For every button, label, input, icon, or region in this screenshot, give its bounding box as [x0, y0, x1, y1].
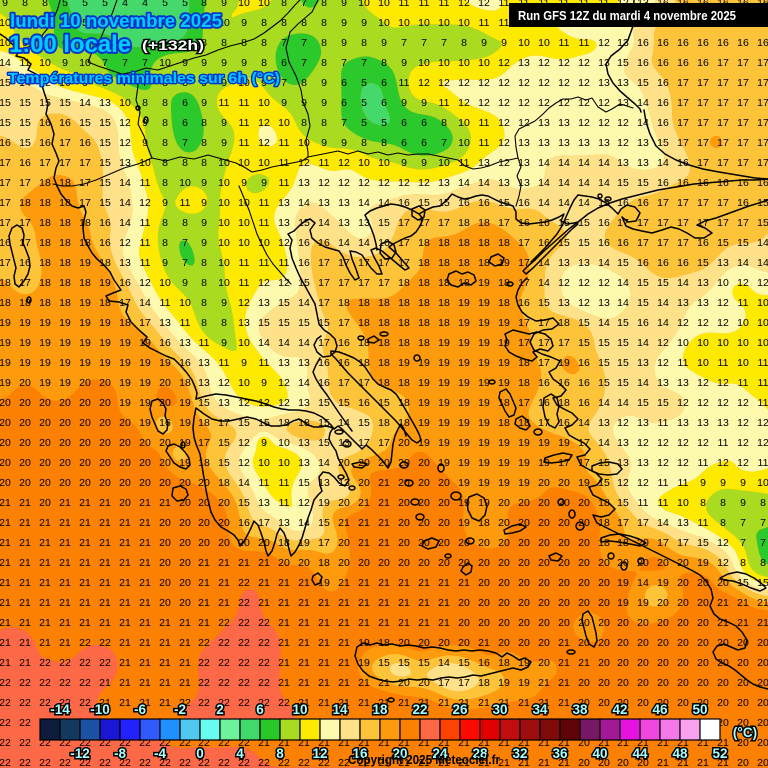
- svg-text:52: 52: [712, 746, 727, 761]
- svg-text:32: 32: [512, 746, 527, 761]
- svg-text:-8: -8: [114, 746, 126, 761]
- svg-text:36: 36: [552, 746, 568, 761]
- svg-text:38: 38: [572, 702, 588, 717]
- svg-text:-14: -14: [50, 702, 70, 717]
- svg-text:48: 48: [672, 746, 688, 761]
- svg-text:18: 18: [372, 702, 388, 717]
- svg-text:Copyright 2025 Meteociel.fr: Copyright 2025 Meteociel.fr: [348, 752, 500, 767]
- svg-text:40: 40: [592, 746, 607, 761]
- svg-text:24: 24: [432, 746, 448, 761]
- svg-text:Températures minimales sur 6h: Températures minimales sur 6h (°C): [8, 71, 280, 87]
- svg-text:6: 6: [256, 702, 264, 717]
- svg-text:Run GFS 12Z du mardi 4 novembr: Run GFS 12Z du mardi 4 novembre 2025: [518, 8, 736, 23]
- svg-text:14: 14: [332, 702, 348, 717]
- svg-text:lundi 10 novembre 2025: lundi 10 novembre 2025: [10, 10, 222, 31]
- svg-text:28: 28: [472, 746, 488, 761]
- svg-text:42: 42: [612, 702, 627, 717]
- svg-text:-12: -12: [70, 746, 90, 761]
- svg-text:10: 10: [292, 702, 307, 717]
- svg-text:4: 4: [236, 746, 244, 761]
- svg-text:30: 30: [492, 702, 507, 717]
- svg-text:8: 8: [276, 746, 284, 761]
- svg-text:(+132h): (+132h): [142, 38, 204, 53]
- svg-text:44: 44: [632, 746, 648, 761]
- svg-text:-2: -2: [174, 702, 186, 717]
- svg-text:16: 16: [352, 746, 368, 761]
- svg-text:1:00 locale: 1:00 locale: [9, 31, 131, 58]
- svg-text:26: 26: [452, 702, 468, 717]
- svg-text:-4: -4: [154, 746, 166, 761]
- svg-text:-10: -10: [90, 702, 110, 717]
- svg-text:-6: -6: [134, 702, 146, 717]
- svg-text:46: 46: [652, 702, 668, 717]
- svg-text:34: 34: [532, 702, 548, 717]
- svg-text:12: 12: [312, 746, 327, 761]
- svg-text:20: 20: [392, 746, 407, 761]
- svg-text:22: 22: [412, 702, 427, 717]
- svg-text:2: 2: [216, 702, 224, 717]
- svg-text:50: 50: [692, 702, 707, 717]
- svg-text:0: 0: [196, 746, 204, 761]
- svg-text:(°C): (°C): [733, 725, 757, 740]
